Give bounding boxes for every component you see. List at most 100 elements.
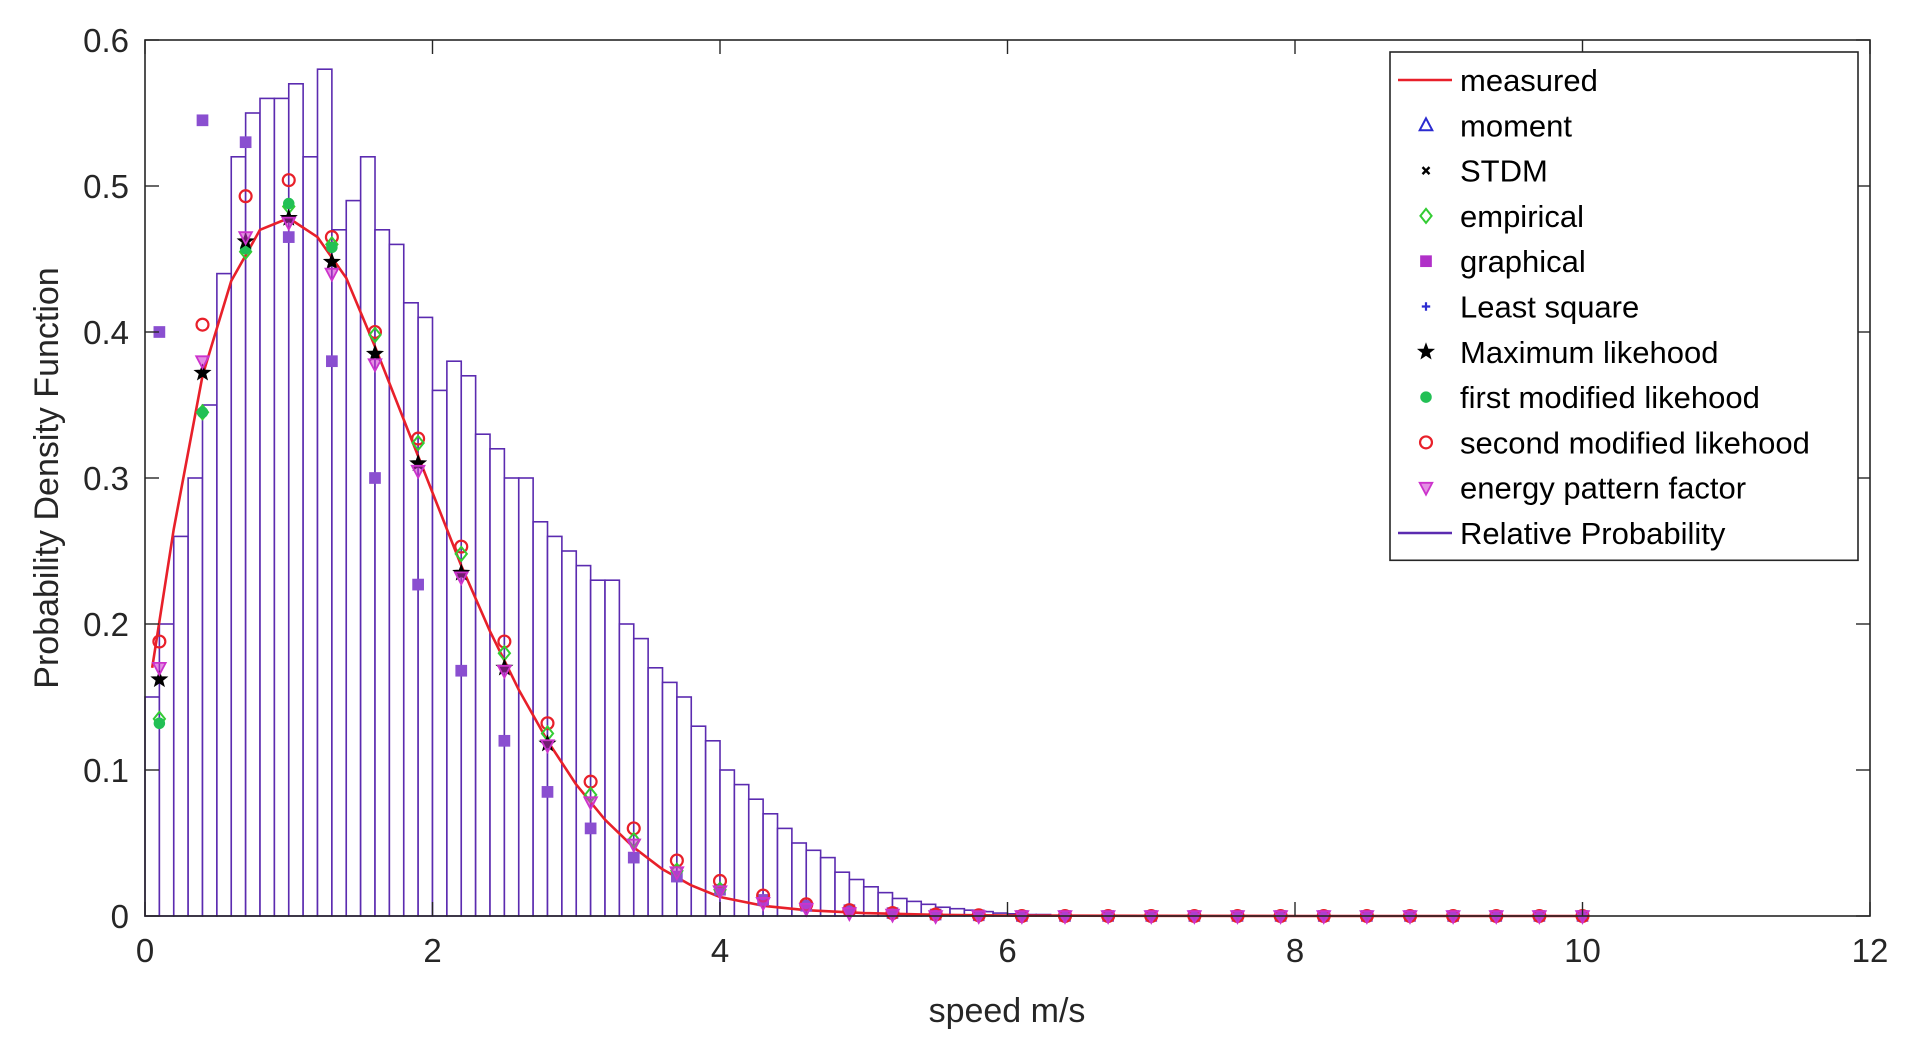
data-point-second-modified-likehood (411, 431, 426, 446)
data-point-energy-pattern-factor (280, 216, 297, 232)
histogram-bar (187, 477, 204, 917)
y-tick-label: 0 (111, 898, 129, 935)
histogram-bar (819, 856, 836, 917)
histogram-bar (546, 535, 563, 917)
data-point-energy-pattern-factor (1272, 910, 1289, 925)
x-tick-label: 2 (423, 932, 441, 969)
legend-item-moment: moment (1418, 108, 1572, 143)
data-point-energy-pattern-factor (453, 571, 470, 587)
histogram-bar (776, 827, 793, 917)
data-point-energy-pattern-factor (1488, 910, 1505, 925)
histogram-bar (862, 885, 879, 917)
legend-item-stdm: STDM (1421, 154, 1548, 189)
legend-marker-swatch (1418, 481, 1434, 497)
legend: measured moment STDM empirical graphical Leas… (1389, 51, 1859, 562)
data-point-second-modified-likehood (238, 189, 253, 204)
histogram-bar (172, 535, 189, 917)
data-point-energy-pattern-factor (410, 464, 426, 480)
histogram-bar (201, 404, 218, 917)
x-tick-label: 12 (1852, 932, 1889, 969)
data-point-empirical (368, 326, 382, 344)
legend-label: energy pattern factor (1460, 471, 1746, 506)
data-point-empirical (411, 434, 426, 452)
data-point-energy-pattern-factor (1315, 910, 1332, 925)
data-point-energy-pattern-factor (669, 866, 685, 882)
y-tick-label: 0.3 (83, 460, 129, 497)
y-tick-label: 0.1 (83, 752, 129, 789)
data-point-second-modified-likehood (367, 324, 383, 340)
y-tick-label: 0.5 (83, 168, 129, 205)
y-axis-label: Probability Density Function (28, 267, 66, 688)
data-point-energy-pattern-factor (496, 664, 513, 680)
legend-marker-swatch (1421, 302, 1431, 311)
data-point-energy-pattern-factor (1359, 910, 1375, 925)
data-point-energy-pattern-factor (1402, 910, 1418, 925)
legend-label: moment (1460, 108, 1572, 143)
legend-marker-swatch (1420, 391, 1432, 403)
data-point-first-modified-likehood (326, 241, 338, 254)
histogram-bar (604, 579, 621, 917)
data-point-graphical (369, 472, 381, 484)
legend-label: measured (1460, 63, 1598, 98)
y-tick-label: 0.4 (83, 314, 129, 351)
histogram-bar (647, 666, 664, 917)
data-point-graphical (455, 664, 468, 677)
y-tick-label: 0.2 (83, 606, 129, 643)
legend-item-maximum-likehood: Maximum likehood (1416, 335, 1718, 370)
histogram-bar (517, 477, 534, 917)
data-point-second-modified-likehood (195, 317, 210, 332)
data-point-first-modified-likehood (283, 197, 295, 210)
legend-item-second-modified-likehood: second modified likehood (1418, 425, 1810, 460)
data-point-energy-pattern-factor (237, 231, 254, 247)
x-tick-label: 10 (1564, 932, 1601, 969)
data-point-graphical (196, 114, 209, 127)
data-point-energy-pattern-factor (151, 662, 168, 677)
legend-box (1389, 51, 1859, 562)
data-point-maximum-likehood (150, 669, 169, 688)
data-point-graphical (498, 734, 511, 747)
legend-marker-swatch (1418, 435, 1434, 450)
histogram-bar (446, 360, 463, 917)
legend-label: second modified likehood (1460, 425, 1810, 460)
y-tick-label: 0.6 (83, 22, 129, 59)
x-tick-label: 8 (1286, 932, 1304, 969)
x-tick-label: 6 (998, 932, 1016, 969)
histogram-bar (618, 623, 635, 917)
data-point-graphical (239, 136, 252, 149)
legend-item-empirical: empirical (1419, 199, 1584, 234)
legend-item-relative-probability: Relative Probability (1398, 516, 1726, 551)
data-point-energy-pattern-factor (1531, 910, 1548, 925)
legend-label: graphical (1460, 244, 1586, 279)
data-point-energy-pattern-factor (970, 910, 987, 925)
data-point-second-modified-likehood (281, 173, 296, 188)
legend-label: Least square (1460, 290, 1639, 325)
histogram-bar (431, 389, 448, 917)
legend-item-first-modified-likehood: first modified likehood (1420, 380, 1760, 415)
data-point-energy-pattern-factor (194, 355, 211, 371)
legend-item-least-square: Least square (1421, 290, 1639, 325)
data-point-energy-pattern-factor (1445, 910, 1461, 925)
histogram-bar (489, 447, 506, 917)
data-point-graphical (584, 822, 597, 835)
legend-marker-swatch (1421, 166, 1431, 175)
data-point-maximum-likehood (322, 252, 341, 270)
data-point-graphical (326, 355, 338, 368)
legend-label: empirical (1460, 199, 1584, 234)
data-point-energy-pattern-factor (798, 902, 815, 918)
histogram-bar (460, 374, 477, 917)
data-point-energy-pattern-factor (1143, 910, 1160, 925)
histogram-bar (503, 477, 520, 917)
data-point-energy-pattern-factor (927, 910, 944, 925)
legend-marker-swatch (1419, 207, 1433, 225)
x-tick-label: 4 (711, 932, 729, 969)
legend-marker-swatch (1416, 342, 1436, 360)
data-point-second-modified-likehood (540, 716, 555, 731)
histogram-bar (589, 579, 606, 917)
x-tick-label: 0 (136, 932, 154, 969)
histogram-bar (302, 156, 319, 917)
histogram-bar (144, 696, 161, 917)
data-point-graphical (282, 231, 295, 243)
data-point-energy-pattern-factor (582, 796, 599, 812)
data-point-second-modified-likehood (152, 634, 167, 649)
